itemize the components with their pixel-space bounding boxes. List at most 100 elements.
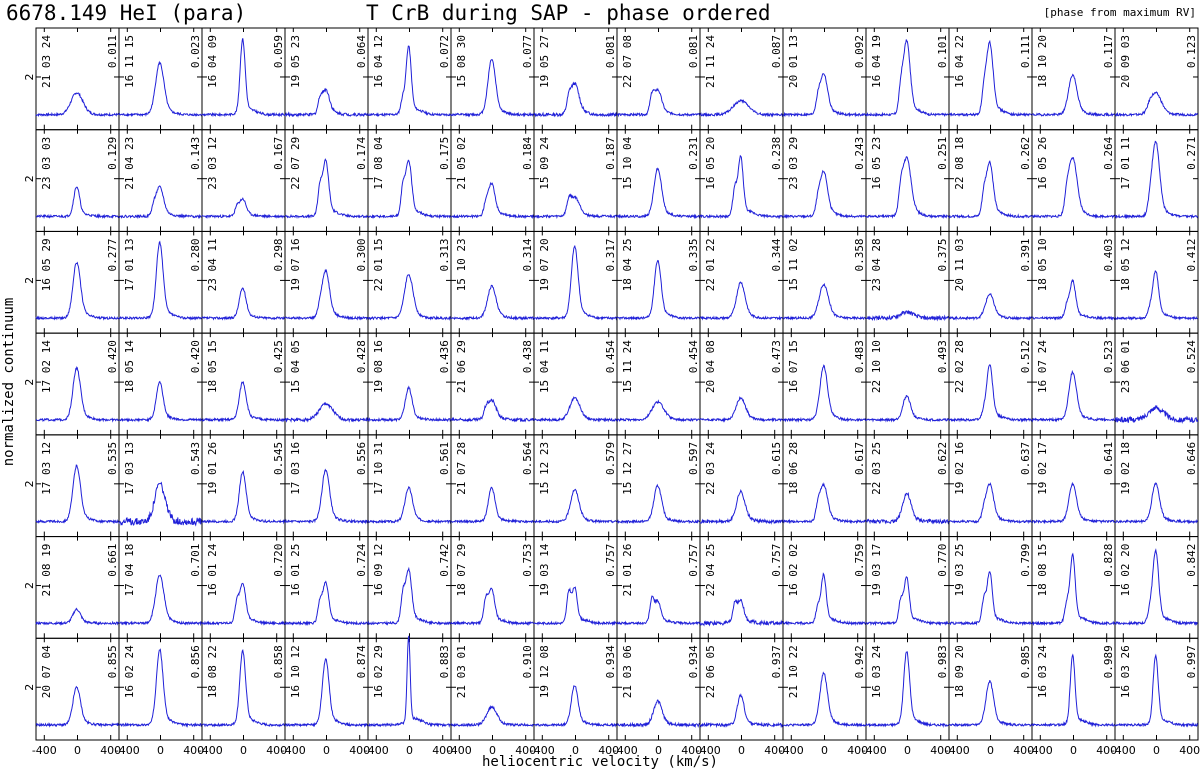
spectrum-panel: 23 03 12 0.167: [201, 129, 286, 232]
y-tick-label: 2: [23, 480, 36, 487]
spectrum-panel: 17 03 13 0.543: [118, 434, 203, 538]
spectrum-line: [1114, 91, 1199, 118]
panel-date-label: 21 01 26: [621, 544, 634, 597]
panel-phase-label: 0.123: [1185, 35, 1198, 68]
y-tick-label: 2: [23, 73, 36, 80]
panel-date-label: 23 04 11: [206, 238, 219, 291]
panel-phase-label: 0.842: [1185, 544, 1198, 577]
panel-phase-label: 0.934: [604, 645, 617, 678]
panel-date-label: 15 10 04: [621, 136, 634, 189]
spectrum-line: [284, 657, 369, 728]
panel-phase-label: 0.344: [770, 238, 783, 271]
spectrum-panel: 20 09 03 0.123: [1114, 27, 1199, 131]
panel-phase-label: 0.231: [687, 137, 700, 170]
spectrum-line: [533, 81, 618, 118]
spectrum-panel: 21 04 23 0.143: [118, 129, 203, 232]
x-tick-label: 400: [100, 744, 121, 757]
spectrum-panel: 16 03 26 0.997: [1114, 637, 1199, 741]
x-tick-label: -400: [32, 744, 57, 757]
panel-date-label: 15 11 02: [787, 238, 800, 291]
panel-phase-label: 0.724: [355, 543, 368, 576]
spectrum-line: [1031, 481, 1116, 525]
panel-date-label: 23 03 03: [40, 137, 53, 190]
panel-phase-label: 0.524: [1185, 340, 1198, 373]
line-identifier: 6678.149 HeI (para): [6, 1, 246, 25]
spectrum-line: [284, 268, 368, 321]
spectrum-line: [782, 572, 867, 626]
spectrum-line: [284, 87, 369, 118]
spectrum-line: [36, 186, 120, 220]
panel-phase-label: 0.483: [853, 340, 866, 373]
x-tick-label: -400: [281, 744, 306, 757]
panel-phase-label: 0.753: [521, 544, 534, 577]
spectrum-panel: 20 04 08 0.473: [699, 332, 784, 436]
panel-date-label: 18 08 15: [1036, 544, 1049, 597]
spectrum-panel: 16 04 09 0.059: [201, 27, 286, 131]
x-tick-label: -400: [613, 744, 638, 757]
panel-phase-label: 0.983: [936, 645, 949, 678]
spectrum-line: [284, 401, 369, 423]
spectrum-panel: 21 03 01 0.910: [450, 637, 535, 741]
panel-date-label: 16 02 24: [123, 645, 136, 698]
panel-phase-label: 0.420: [189, 340, 202, 373]
panel-phase-label: 0.174: [355, 136, 368, 169]
panel-phase-label: 0.910: [521, 645, 534, 678]
spectrum-panel: 17 04 18 0.701: [118, 536, 203, 639]
panel-phase-label: 0.300: [355, 238, 368, 271]
y-axis-label: normalized continuum: [1, 298, 17, 467]
spectrum-panel: 23 03 29 0.243: [782, 129, 867, 232]
panel-phase-label: 0.011: [106, 35, 119, 68]
panel-date-label: 16 04 09: [206, 35, 219, 88]
spectrum-panel: 19 02 17 0.641: [1031, 434, 1116, 538]
spectrum-line: [1114, 548, 1198, 627]
spectrum-line: [865, 395, 949, 423]
spectrum-line: [201, 582, 286, 626]
panel-phase-label: 0.420: [106, 340, 119, 373]
spectrum-panel: 16 01 24 0.720: [201, 536, 286, 639]
panel-date-label: 19 08 16: [372, 340, 385, 393]
spectrum-panel: 22 06 05 0.937: [699, 637, 784, 741]
panel-phase-label: 0.997: [1185, 645, 1198, 678]
panel-phase-label: 0.412: [1185, 238, 1198, 271]
panel-phase-label: 0.615: [770, 442, 783, 475]
spectrum-line: [368, 635, 451, 728]
panel-phase-label: 0.425: [272, 340, 285, 373]
spectrum-line: [1114, 140, 1199, 220]
x-tick-label: 0: [157, 744, 164, 757]
spectrum-line: [616, 259, 701, 321]
panel-date-label: 19 03 25: [953, 544, 966, 597]
spectrum-line: [699, 396, 784, 423]
spectrum-panel: 19 02 18 0.646: [1114, 434, 1199, 538]
panel-phase-label: 0.064: [355, 35, 368, 68]
spectrum-panel: 15 04 11 0.454: [533, 332, 618, 436]
spectrum-panel: 18 05 14 0.420: [118, 332, 203, 436]
x-tick-label: 400: [1179, 744, 1200, 757]
panel-phase-label: 0.856: [189, 645, 202, 678]
spectrum-panel: 16 05 26 0.264: [1031, 129, 1116, 232]
panel-date-label: 16 02 20: [1119, 544, 1132, 597]
spectrum-line: [201, 381, 285, 423]
panel-date-label: 22 07 29: [289, 137, 302, 190]
spectrum-panel: 15 10 23 0.314: [450, 230, 535, 334]
panel-phase-label: 0.092: [853, 35, 866, 68]
panel-phase-label: 0.543: [189, 442, 202, 475]
spectrum-line: [865, 576, 949, 627]
spectrum-panel: 16 09 12 0.742: [367, 536, 452, 639]
spectrum-line: [865, 651, 950, 728]
spectrum-line: [1114, 482, 1199, 525]
spectrum-panel: 21 03 06 0.934: [616, 637, 701, 741]
panel-date-label: 19 07 16: [289, 238, 302, 291]
panel-phase-label: 0.535: [106, 442, 119, 475]
spectrum-panel: 16 02 20 0.842: [1114, 536, 1199, 639]
panel-date-label: 19 03 17: [870, 544, 883, 597]
panel-date-label: 16 07 15: [787, 340, 800, 393]
spectrum-line: [118, 481, 203, 527]
panel-date-label: 17 01 11: [1119, 137, 1132, 190]
spectrum-line: [616, 87, 701, 118]
spectrum-panel: 15 04 05 0.428: [284, 332, 369, 436]
spectrum-panel: 22 08 18 0.262: [948, 129, 1033, 232]
x-tick-label: 0: [655, 744, 662, 757]
panel-phase-label: 0.622: [936, 442, 949, 475]
panel-date-label: 19 03 14: [538, 543, 551, 596]
spectrum-panel: 16 04 12 0.072: [367, 27, 452, 131]
